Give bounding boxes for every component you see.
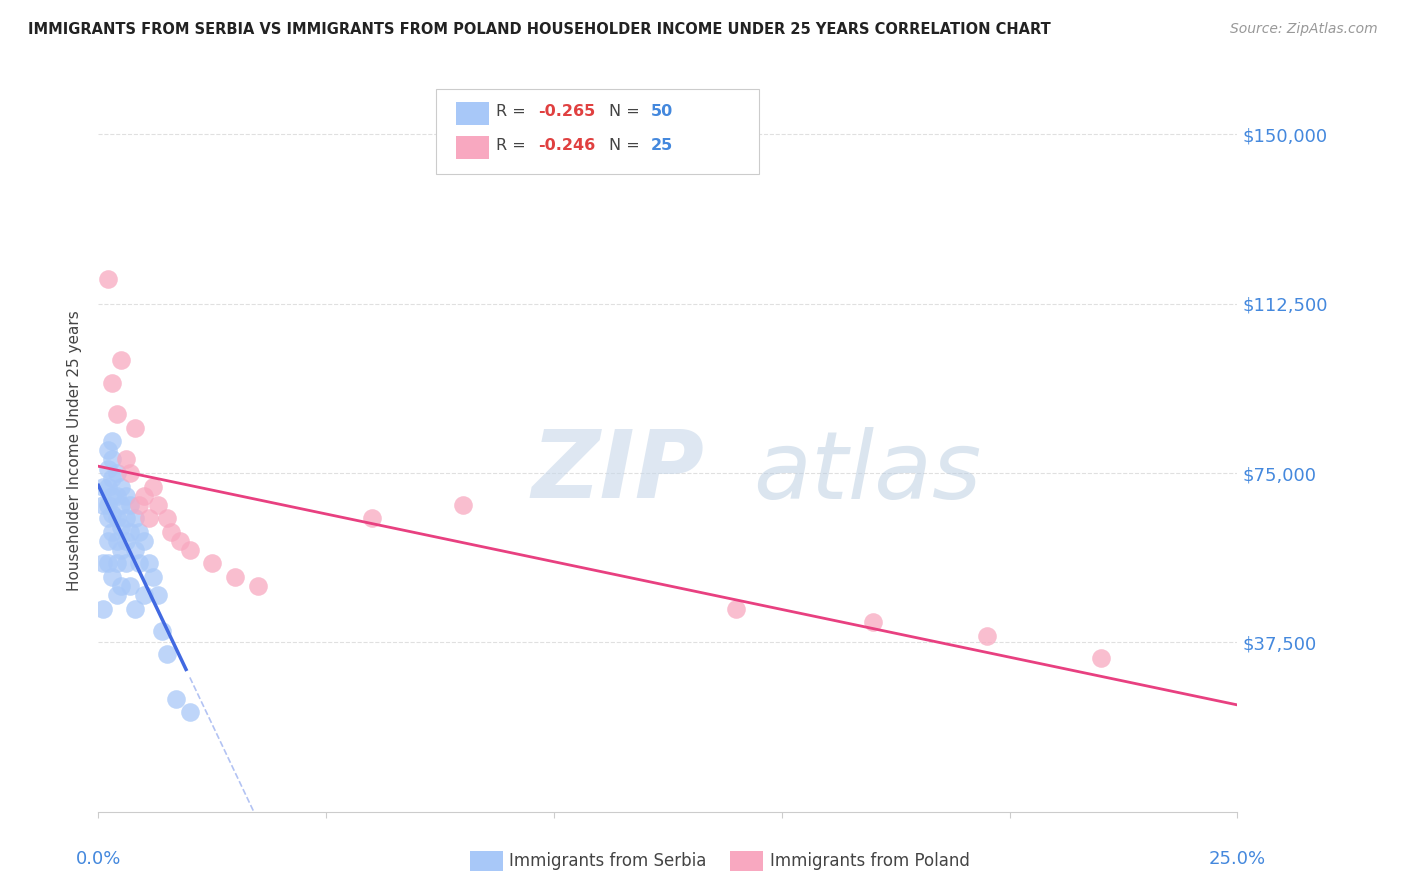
Text: Source: ZipAtlas.com: Source: ZipAtlas.com xyxy=(1230,22,1378,37)
Point xyxy=(156,511,179,525)
Point xyxy=(101,452,124,467)
Point xyxy=(179,542,201,557)
Point xyxy=(146,588,169,602)
Point xyxy=(1090,651,1112,665)
Point xyxy=(124,542,146,557)
Point xyxy=(120,498,142,512)
Point xyxy=(105,557,128,571)
Point xyxy=(96,557,118,571)
Point xyxy=(128,498,150,512)
Point xyxy=(110,520,132,534)
Point xyxy=(105,407,128,421)
Point xyxy=(976,629,998,643)
Point xyxy=(110,579,132,593)
Point xyxy=(110,498,132,512)
Point xyxy=(124,601,146,615)
Point xyxy=(138,557,160,571)
Point xyxy=(201,557,224,571)
Point xyxy=(96,511,118,525)
Text: Immigrants from Poland: Immigrants from Poland xyxy=(770,852,970,870)
Point xyxy=(224,570,246,584)
Point xyxy=(96,533,118,548)
Text: IMMIGRANTS FROM SERBIA VS IMMIGRANTS FROM POLAND HOUSEHOLDER INCOME UNDER 25 YEA: IMMIGRANTS FROM SERBIA VS IMMIGRANTS FRO… xyxy=(28,22,1050,37)
Text: 50: 50 xyxy=(651,104,673,119)
Text: R =: R = xyxy=(496,138,531,153)
Point xyxy=(114,511,136,525)
Point xyxy=(105,533,128,548)
Point xyxy=(91,498,114,512)
Point xyxy=(91,557,114,571)
Point xyxy=(114,533,136,548)
Text: 0.0%: 0.0% xyxy=(76,850,121,868)
Point xyxy=(142,570,165,584)
Point xyxy=(91,480,114,494)
Text: -0.246: -0.246 xyxy=(538,138,596,153)
Point xyxy=(96,480,118,494)
Point xyxy=(96,461,118,475)
Text: 25: 25 xyxy=(651,138,673,153)
Point xyxy=(105,489,128,503)
Point xyxy=(146,498,169,512)
Point xyxy=(114,557,136,571)
Point xyxy=(120,579,142,593)
Point xyxy=(101,524,124,539)
Point xyxy=(132,588,155,602)
Point xyxy=(179,706,201,720)
Point xyxy=(124,511,146,525)
Point xyxy=(91,601,114,615)
Point xyxy=(246,579,269,593)
Point xyxy=(360,511,382,525)
Point xyxy=(110,480,132,494)
Point xyxy=(165,691,187,706)
Point xyxy=(110,353,132,368)
Point xyxy=(132,533,155,548)
Point xyxy=(96,498,118,512)
Point xyxy=(96,443,118,458)
Point xyxy=(101,434,124,449)
Point xyxy=(138,511,160,525)
Point xyxy=(101,570,124,584)
Point xyxy=(128,524,150,539)
Point xyxy=(142,480,165,494)
Point xyxy=(451,498,474,512)
Point xyxy=(114,452,136,467)
Point xyxy=(105,511,128,525)
Text: N =: N = xyxy=(609,138,645,153)
Text: ZIP: ZIP xyxy=(531,426,704,518)
Point xyxy=(124,421,146,435)
Point xyxy=(862,615,884,629)
Point xyxy=(156,647,179,661)
Text: R =: R = xyxy=(496,104,531,119)
Y-axis label: Householder Income Under 25 years: Householder Income Under 25 years xyxy=(67,310,83,591)
Text: N =: N = xyxy=(609,104,645,119)
Point xyxy=(101,376,124,390)
Point xyxy=(101,489,124,503)
Point xyxy=(120,524,142,539)
Point xyxy=(105,466,128,480)
Text: 25.0%: 25.0% xyxy=(1209,850,1265,868)
Point xyxy=(169,533,191,548)
Point xyxy=(120,466,142,480)
Point xyxy=(110,542,132,557)
Text: -0.265: -0.265 xyxy=(538,104,596,119)
Point xyxy=(160,524,183,539)
Point xyxy=(114,489,136,503)
Point xyxy=(101,507,124,521)
Text: Immigrants from Serbia: Immigrants from Serbia xyxy=(509,852,706,870)
Point xyxy=(96,272,118,286)
Text: atlas: atlas xyxy=(754,426,981,517)
Point xyxy=(101,470,124,484)
Point xyxy=(725,601,748,615)
Point xyxy=(105,588,128,602)
Point xyxy=(150,624,173,639)
Point xyxy=(128,557,150,571)
Point xyxy=(132,489,155,503)
